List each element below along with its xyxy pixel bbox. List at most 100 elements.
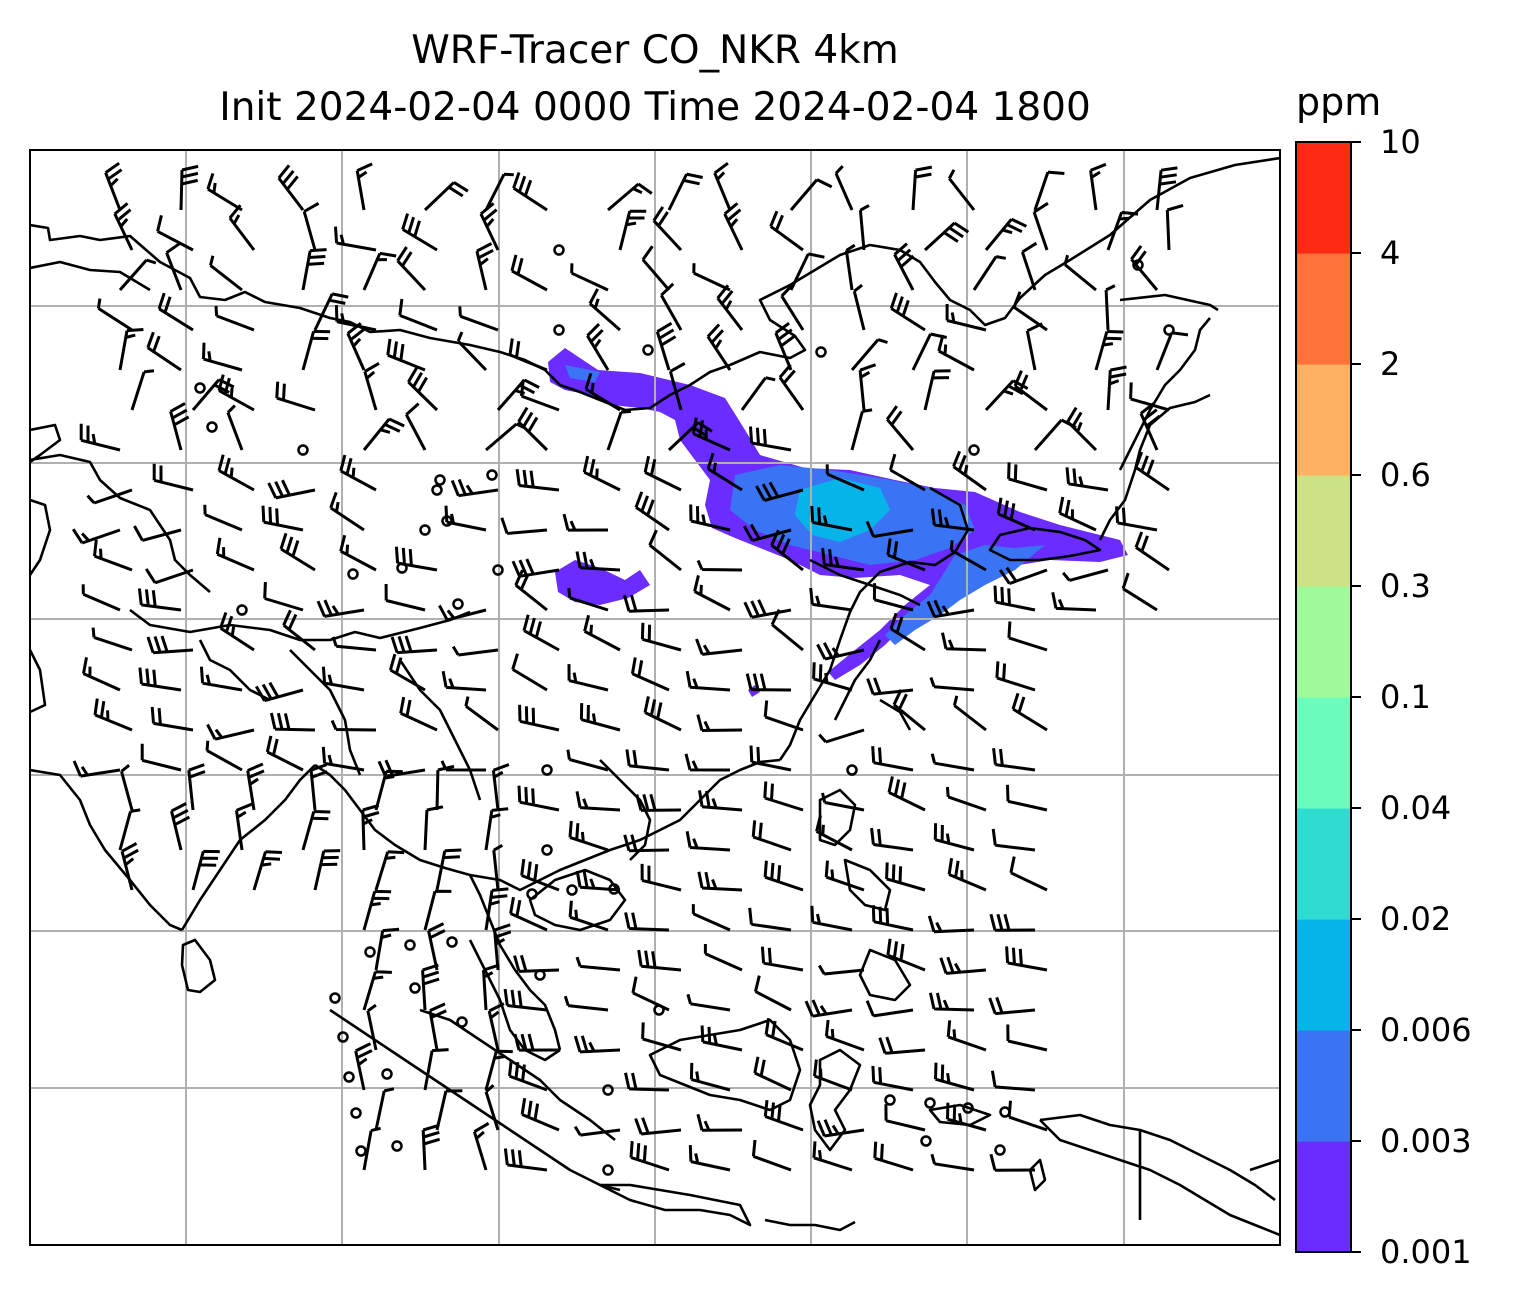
wind-barb (209, 255, 243, 292)
wind-barb (235, 802, 253, 851)
wind-barb (871, 1065, 914, 1092)
wind-barb (301, 810, 331, 851)
wind-barb (138, 667, 182, 692)
wind-barb (562, 513, 609, 532)
wind-calm-circle (602, 1084, 614, 1096)
border-west (30, 453, 211, 593)
coast-china-east (778, 486, 970, 761)
wind-barb (763, 700, 804, 732)
wind-calm-circle (566, 884, 578, 896)
wind-barb (263, 582, 304, 612)
wind-barb (157, 292, 194, 332)
wind-barb (156, 215, 194, 252)
wind-calm-circle (391, 1140, 403, 1152)
wind-barbs (71, 161, 1189, 1176)
wind-barb (363, 362, 380, 411)
wind-barb (130, 369, 155, 411)
wind-calm-circle (653, 1004, 665, 1016)
wind-barb (755, 481, 804, 502)
wind-barb (893, 242, 915, 291)
wind-calm-circle (404, 939, 416, 951)
wind-barb (1094, 330, 1124, 371)
wind-barb (770, 529, 804, 572)
wind-barb (503, 988, 548, 1012)
wind-barb (479, 202, 500, 251)
wind-barb (824, 1019, 865, 1052)
wind-barb (1006, 1024, 1048, 1052)
wind-barb (81, 584, 121, 612)
wind-barb (789, 178, 833, 211)
wind-barb (120, 764, 134, 811)
wind-barb (871, 746, 914, 772)
wind-barb (928, 992, 975, 1012)
wind-barb (689, 504, 731, 532)
colorbar (1295, 141, 1361, 1253)
wind-barb (629, 1140, 670, 1172)
wind-barb (937, 334, 975, 372)
wind-barb (640, 622, 682, 652)
wind-barb (374, 1087, 395, 1131)
wind-barb (764, 1017, 804, 1052)
colorbar-tick-label: 0.3 (1380, 567, 1431, 605)
wind-barb (321, 746, 365, 772)
wind-calm-circle (541, 844, 553, 856)
wind-barb (723, 202, 744, 251)
wind-barb (1104, 284, 1116, 331)
coast-india-east (180, 764, 316, 931)
wind-barb (96, 298, 133, 332)
coast-luzon (818, 788, 857, 847)
wind-calm-circle (355, 1145, 367, 1157)
wind-barb (1134, 531, 1170, 572)
wind-barb (567, 587, 609, 612)
wind-barb (1155, 166, 1178, 211)
wind-barb (691, 417, 731, 452)
wind-barb (763, 781, 804, 812)
wind-barb (435, 764, 455, 811)
wind-barb (749, 745, 792, 772)
wind-barb (570, 263, 609, 292)
wind-barb (441, 670, 487, 692)
wind-barb (484, 172, 514, 211)
colorbar-segment (1296, 919, 1351, 1031)
wind-barb (872, 583, 914, 612)
wind-barb (873, 1141, 914, 1172)
wind-barb (634, 1117, 682, 1136)
wind-barb (623, 834, 670, 853)
colorbar-segment (1296, 586, 1351, 698)
wind-barb (668, 361, 686, 411)
wind-barb (423, 889, 452, 931)
wind-barb (889, 292, 926, 332)
wind-barb (384, 583, 426, 612)
wind-barb (388, 653, 426, 692)
wind-barb (698, 790, 743, 812)
wind-barb (118, 328, 144, 371)
colorbar-segment (1296, 1030, 1351, 1142)
wind-barb (1066, 406, 1098, 452)
wind-barb (667, 172, 704, 211)
wind-barb (435, 848, 462, 891)
wind-barb (354, 1042, 373, 1091)
wind-barb (988, 996, 1036, 1016)
wind-barb (301, 329, 331, 371)
wind-barb (696, 1113, 743, 1132)
wind-barb (361, 804, 380, 851)
wind-barb (1130, 245, 1159, 291)
colorbar-tick-label: 0.006 (1380, 1011, 1472, 1049)
wind-barb (214, 305, 255, 332)
wind-calm-circle (924, 1097, 936, 1109)
coast-caspian (30, 423, 62, 464)
wind-barb (1155, 331, 1189, 371)
wind-barb (508, 1059, 548, 1092)
wind-barb (1106, 365, 1127, 411)
wind-calm-circle (920, 1135, 932, 1147)
wind-barb (885, 405, 915, 451)
wind-barb (1006, 784, 1048, 812)
wind-barb (850, 408, 873, 451)
wind-barb (1089, 162, 1107, 211)
wind-barb (995, 661, 1036, 692)
wind-barb (1106, 210, 1139, 251)
wind-barb (706, 323, 732, 371)
wind-barb (866, 677, 914, 696)
wind-calm-circle (419, 524, 431, 536)
wind-barb (71, 528, 121, 545)
